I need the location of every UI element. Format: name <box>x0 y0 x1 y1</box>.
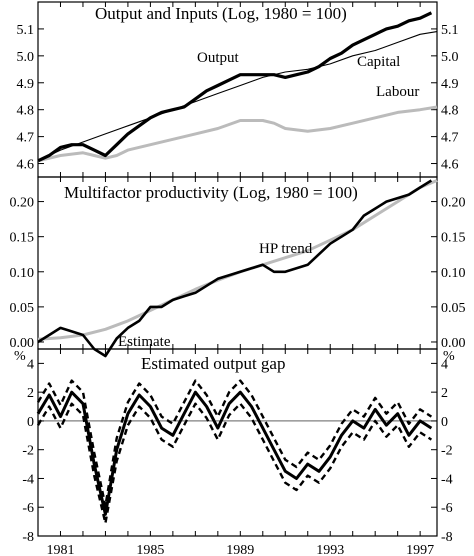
annotation-hp-trend: HP trend <box>259 241 313 257</box>
series-estimate-line <box>37 179 433 358</box>
y-tick-label-left: 4.8 <box>17 104 35 119</box>
series-labour-line <box>37 105 438 163</box>
panel-2-frame <box>37 176 438 350</box>
unit-label-left: % <box>14 349 26 364</box>
y-tick-label-left: -6 <box>22 501 34 516</box>
series-dashed-line <box>36 379 433 507</box>
series-hp-trend-line <box>37 179 438 341</box>
y-tick-label-right: 0.20 <box>441 196 466 211</box>
y-tick-label-left: 5.1 <box>17 23 35 38</box>
series-dashed-line <box>36 402 433 525</box>
unit-label-right: % <box>443 349 455 364</box>
series-output-line <box>37 11 433 163</box>
x-tick-label: 1985 <box>136 543 164 556</box>
y-tick-label-right: -6 <box>441 501 453 516</box>
y-tick-label-left: 4.7 <box>17 131 35 146</box>
panel-3-title: Estimated output gap <box>141 354 285 373</box>
y-tick-label-left: 0.05 <box>10 301 35 316</box>
x-tick-label: 1981 <box>46 543 74 556</box>
y-tick-label-right: 0.00 <box>441 336 466 351</box>
panel-2-title: Multifactor productivity (Log, 1980 = 10… <box>64 183 358 202</box>
panel-3-frame <box>37 348 438 537</box>
y-tick-label-right: 0.15 <box>441 231 466 246</box>
y-tick-label-left: 4.6 <box>17 158 35 173</box>
y-tick-label-left: -4 <box>22 472 34 487</box>
y-tick-label-right: 0.10 <box>441 266 466 281</box>
panel-1-title: Output and Inputs (Log, 1980 = 100) <box>95 4 347 23</box>
y-tick-label-right: 4.9 <box>441 77 459 92</box>
y-tick-label-left: 0.15 <box>10 231 35 246</box>
y-tick-label-left: 4 <box>27 357 34 372</box>
y-tick-label-left: 5.0 <box>17 50 35 65</box>
y-tick-label-right: 2 <box>441 386 448 401</box>
y-tick-label-left: 0.20 <box>10 196 35 211</box>
y-tick-label-left: 0.10 <box>10 266 35 281</box>
y-tick-label-right: -4 <box>441 472 453 487</box>
y-tick-label-right: -8 <box>441 530 453 545</box>
y-tick-label-left: 2 <box>27 386 34 401</box>
y-tick-label-left: 4.9 <box>17 77 35 92</box>
y-tick-label-right: 5.1 <box>441 23 459 38</box>
y-tick-label-left: -8 <box>22 530 34 545</box>
y-tick-label-right: 4.6 <box>441 158 459 173</box>
x-tick-label: 1989 <box>226 543 254 556</box>
x-tick-label: 1993 <box>316 543 344 556</box>
annotation-labour: Labour <box>376 84 419 100</box>
y-tick-label-right: 4 <box>441 357 448 372</box>
y-tick-label-left: -2 <box>22 444 34 459</box>
annotation-estimate: Estimate <box>118 334 171 350</box>
y-tick-label-right: 0.05 <box>441 301 466 316</box>
series-capital-line <box>37 31 438 162</box>
y-tick-label-right: 4.7 <box>441 131 459 146</box>
series-solid-line <box>36 390 433 516</box>
annotation-output: Output <box>197 50 240 66</box>
y-tick-label-left: 0 <box>27 415 34 430</box>
annotation-capital: Capital <box>357 54 400 70</box>
y-tick-label-left: 0.00 <box>10 336 35 351</box>
y-tick-label-right: 0 <box>441 415 448 430</box>
y-tick-label-right: 5.0 <box>441 50 459 65</box>
x-tick-label: 1997 <box>406 543 434 556</box>
y-tick-label-right: 4.8 <box>441 104 459 119</box>
y-tick-label-right: -2 <box>441 444 453 459</box>
